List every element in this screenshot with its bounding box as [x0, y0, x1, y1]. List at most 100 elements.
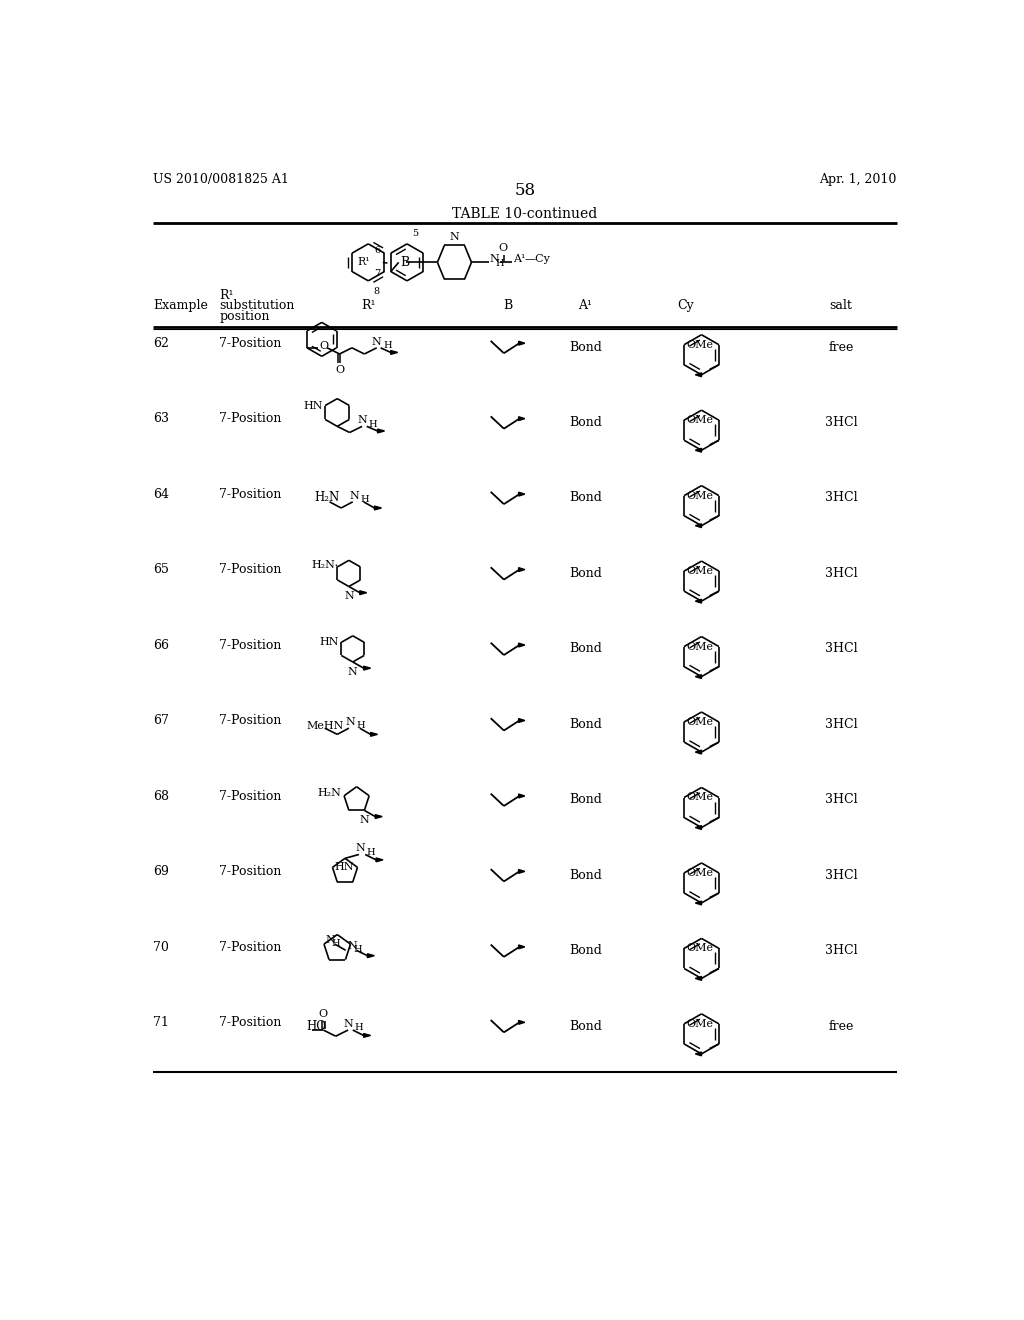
Text: 7-Position: 7-Position	[219, 866, 282, 878]
Text: H₂N: H₂N	[311, 560, 335, 569]
Text: 3HCl: 3HCl	[824, 416, 857, 429]
Text: 3HCl: 3HCl	[824, 566, 857, 579]
Text: 7: 7	[374, 269, 381, 279]
Text: 3HCl: 3HCl	[824, 793, 857, 807]
Text: 7-Position: 7-Position	[219, 412, 282, 425]
Polygon shape	[364, 667, 371, 671]
Text: N: N	[347, 941, 357, 950]
Text: O: O	[335, 364, 344, 375]
Text: H: H	[360, 495, 369, 504]
Text: 7-Position: 7-Position	[219, 564, 282, 577]
Text: 7-Position: 7-Position	[219, 714, 282, 727]
Text: 70: 70	[153, 941, 169, 954]
Text: position: position	[219, 310, 270, 323]
Text: 66: 66	[153, 639, 169, 652]
Text: 6: 6	[375, 247, 381, 255]
Polygon shape	[518, 568, 524, 572]
Polygon shape	[695, 1052, 701, 1056]
Text: H: H	[353, 945, 362, 954]
Text: OMe: OMe	[686, 717, 714, 727]
Text: N: N	[357, 416, 367, 425]
Text: H: H	[331, 939, 340, 948]
Text: Bond: Bond	[568, 566, 602, 579]
Text: H: H	[369, 420, 377, 429]
Text: 65: 65	[153, 564, 169, 577]
Text: HN: HN	[334, 862, 353, 873]
Text: 62: 62	[153, 337, 169, 350]
Polygon shape	[518, 795, 524, 797]
Polygon shape	[391, 351, 397, 354]
Polygon shape	[695, 675, 701, 678]
Polygon shape	[518, 870, 524, 874]
Text: OMe: OMe	[686, 566, 714, 576]
Text: salt: salt	[829, 300, 852, 313]
Text: 7-Position: 7-Position	[219, 789, 282, 803]
Text: 64: 64	[153, 488, 169, 502]
Text: N: N	[355, 843, 366, 853]
Text: US 2010/0081825 A1: US 2010/0081825 A1	[153, 173, 289, 186]
Text: N: N	[489, 255, 499, 264]
Text: A¹: A¹	[513, 255, 525, 264]
Text: Bond: Bond	[568, 869, 602, 882]
Polygon shape	[695, 524, 701, 528]
Polygon shape	[518, 1020, 524, 1024]
Text: free: free	[828, 1019, 854, 1032]
Text: H: H	[356, 722, 366, 730]
Text: N: N	[344, 591, 353, 601]
Polygon shape	[376, 858, 383, 862]
Text: 3HCl: 3HCl	[824, 944, 857, 957]
Text: A¹: A¹	[579, 300, 592, 313]
Text: TABLE 10-continued: TABLE 10-continued	[453, 207, 597, 220]
Text: 7-Position: 7-Position	[219, 941, 282, 954]
Polygon shape	[368, 954, 375, 957]
Text: R¹: R¹	[361, 300, 376, 313]
Text: Cy: Cy	[678, 300, 694, 313]
Text: Bond: Bond	[568, 793, 602, 807]
Text: Bond: Bond	[568, 718, 602, 731]
Text: 7-Position: 7-Position	[219, 639, 282, 652]
Text: OMe: OMe	[686, 339, 714, 350]
Text: OMe: OMe	[686, 869, 714, 878]
Text: N: N	[349, 491, 359, 500]
Text: H₂N: H₂N	[317, 788, 342, 799]
Text: 7-Position: 7-Position	[219, 488, 282, 502]
Text: R¹: R¹	[219, 289, 233, 302]
Text: O: O	[318, 1010, 328, 1019]
Text: 8: 8	[373, 286, 379, 296]
Text: H₂N: H₂N	[314, 491, 339, 504]
Text: 58: 58	[514, 182, 536, 199]
Polygon shape	[518, 643, 524, 647]
Text: HN: HN	[303, 400, 323, 411]
Polygon shape	[695, 902, 701, 906]
Polygon shape	[378, 429, 385, 433]
Text: B: B	[400, 256, 410, 269]
Text: Bond: Bond	[568, 416, 602, 429]
Text: N: N	[326, 935, 335, 945]
Polygon shape	[375, 814, 382, 818]
Text: 68: 68	[153, 789, 169, 803]
Polygon shape	[518, 342, 524, 345]
Text: OMe: OMe	[686, 416, 714, 425]
Text: 3HCl: 3HCl	[824, 643, 857, 656]
Text: N: N	[345, 717, 355, 727]
Polygon shape	[364, 1034, 371, 1038]
Polygon shape	[695, 599, 701, 603]
Polygon shape	[695, 750, 701, 754]
Text: 3HCl: 3HCl	[824, 869, 857, 882]
Text: O: O	[319, 341, 329, 351]
Polygon shape	[695, 449, 701, 453]
Polygon shape	[518, 718, 524, 722]
Text: H: H	[383, 341, 391, 350]
Text: Bond: Bond	[568, 341, 602, 354]
Text: OMe: OMe	[686, 491, 714, 500]
Text: H: H	[367, 847, 376, 857]
Text: OMe: OMe	[686, 944, 714, 953]
Text: 71: 71	[153, 1016, 169, 1030]
Text: H: H	[496, 259, 504, 268]
Polygon shape	[695, 372, 701, 376]
Text: Bond: Bond	[568, 1019, 602, 1032]
Text: 5: 5	[412, 228, 418, 238]
Text: 63: 63	[153, 412, 169, 425]
Text: Bond: Bond	[568, 491, 602, 504]
Text: O: O	[498, 243, 507, 253]
